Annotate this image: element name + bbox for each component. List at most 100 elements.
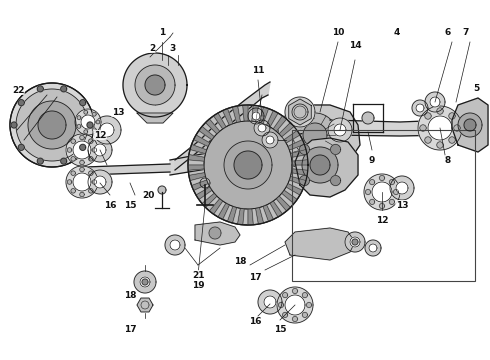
- Polygon shape: [256, 207, 264, 224]
- Polygon shape: [61, 86, 67, 92]
- Polygon shape: [454, 125, 460, 131]
- Polygon shape: [84, 110, 88, 114]
- Polygon shape: [379, 203, 385, 208]
- Polygon shape: [310, 155, 330, 175]
- Polygon shape: [290, 176, 306, 185]
- Polygon shape: [145, 305, 153, 312]
- Text: 15: 15: [124, 201, 136, 210]
- Polygon shape: [430, 97, 440, 107]
- Polygon shape: [92, 148, 97, 152]
- Polygon shape: [195, 222, 240, 245]
- Polygon shape: [366, 189, 370, 194]
- Polygon shape: [222, 109, 233, 125]
- Polygon shape: [449, 113, 455, 119]
- Polygon shape: [71, 189, 75, 193]
- Polygon shape: [190, 144, 207, 154]
- Polygon shape: [285, 228, 355, 260]
- Polygon shape: [85, 164, 170, 175]
- Polygon shape: [458, 113, 482, 137]
- Polygon shape: [279, 122, 294, 137]
- Text: 13: 13: [112, 108, 124, 117]
- Polygon shape: [464, 119, 476, 131]
- Polygon shape: [425, 92, 445, 112]
- Text: 10: 10: [332, 27, 344, 36]
- Polygon shape: [137, 298, 145, 305]
- Polygon shape: [209, 227, 221, 239]
- Text: 4: 4: [394, 27, 400, 36]
- Polygon shape: [425, 137, 431, 143]
- Text: 20: 20: [142, 190, 154, 199]
- Text: 18: 18: [124, 291, 136, 300]
- Polygon shape: [258, 124, 266, 132]
- Text: 15: 15: [274, 325, 286, 334]
- Polygon shape: [165, 235, 185, 255]
- Text: 7: 7: [463, 27, 469, 36]
- Polygon shape: [37, 86, 43, 92]
- Polygon shape: [270, 201, 282, 217]
- Polygon shape: [303, 123, 327, 147]
- Text: 11: 11: [252, 66, 264, 75]
- Text: 18: 18: [234, 257, 246, 266]
- Polygon shape: [71, 139, 75, 143]
- Polygon shape: [283, 312, 288, 318]
- Polygon shape: [418, 106, 462, 150]
- Polygon shape: [77, 116, 81, 120]
- Polygon shape: [196, 187, 212, 199]
- Polygon shape: [396, 182, 408, 194]
- Text: 17: 17: [123, 325, 136, 334]
- Polygon shape: [331, 144, 341, 154]
- Polygon shape: [18, 144, 24, 150]
- Polygon shape: [362, 112, 374, 124]
- Polygon shape: [262, 132, 278, 148]
- Polygon shape: [89, 171, 93, 175]
- Polygon shape: [28, 101, 76, 149]
- Polygon shape: [224, 141, 272, 189]
- Polygon shape: [89, 139, 93, 143]
- Polygon shape: [264, 296, 276, 308]
- Polygon shape: [100, 123, 114, 137]
- Polygon shape: [420, 125, 426, 131]
- Polygon shape: [61, 158, 67, 164]
- Polygon shape: [209, 199, 223, 214]
- Polygon shape: [234, 151, 262, 179]
- Polygon shape: [77, 125, 81, 128]
- Text: 1: 1: [159, 27, 165, 36]
- Bar: [292, 130, 475, 281]
- Polygon shape: [92, 112, 96, 116]
- Polygon shape: [252, 112, 260, 120]
- Polygon shape: [390, 180, 394, 185]
- Polygon shape: [84, 130, 88, 134]
- Polygon shape: [331, 176, 341, 185]
- Polygon shape: [73, 141, 91, 159]
- Polygon shape: [140, 277, 150, 287]
- Polygon shape: [94, 144, 106, 156]
- Polygon shape: [252, 105, 258, 122]
- Polygon shape: [306, 302, 312, 307]
- Polygon shape: [88, 170, 112, 194]
- Polygon shape: [284, 131, 300, 143]
- Polygon shape: [81, 115, 95, 129]
- Polygon shape: [365, 240, 381, 256]
- Polygon shape: [188, 154, 205, 161]
- Polygon shape: [292, 169, 308, 175]
- Polygon shape: [449, 137, 455, 143]
- Polygon shape: [328, 118, 352, 142]
- Polygon shape: [302, 293, 307, 298]
- Text: 22: 22: [12, 86, 24, 95]
- Polygon shape: [145, 75, 165, 95]
- Polygon shape: [18, 100, 24, 106]
- Polygon shape: [248, 108, 264, 124]
- Polygon shape: [80, 100, 86, 106]
- Polygon shape: [350, 237, 360, 247]
- Polygon shape: [188, 165, 204, 170]
- Polygon shape: [277, 287, 313, 323]
- Polygon shape: [218, 203, 229, 219]
- Polygon shape: [292, 104, 308, 120]
- Polygon shape: [369, 199, 375, 204]
- Polygon shape: [259, 107, 269, 123]
- Text: 12: 12: [376, 216, 388, 225]
- Polygon shape: [295, 138, 358, 197]
- Polygon shape: [92, 128, 96, 132]
- Polygon shape: [273, 116, 287, 131]
- Polygon shape: [87, 122, 93, 128]
